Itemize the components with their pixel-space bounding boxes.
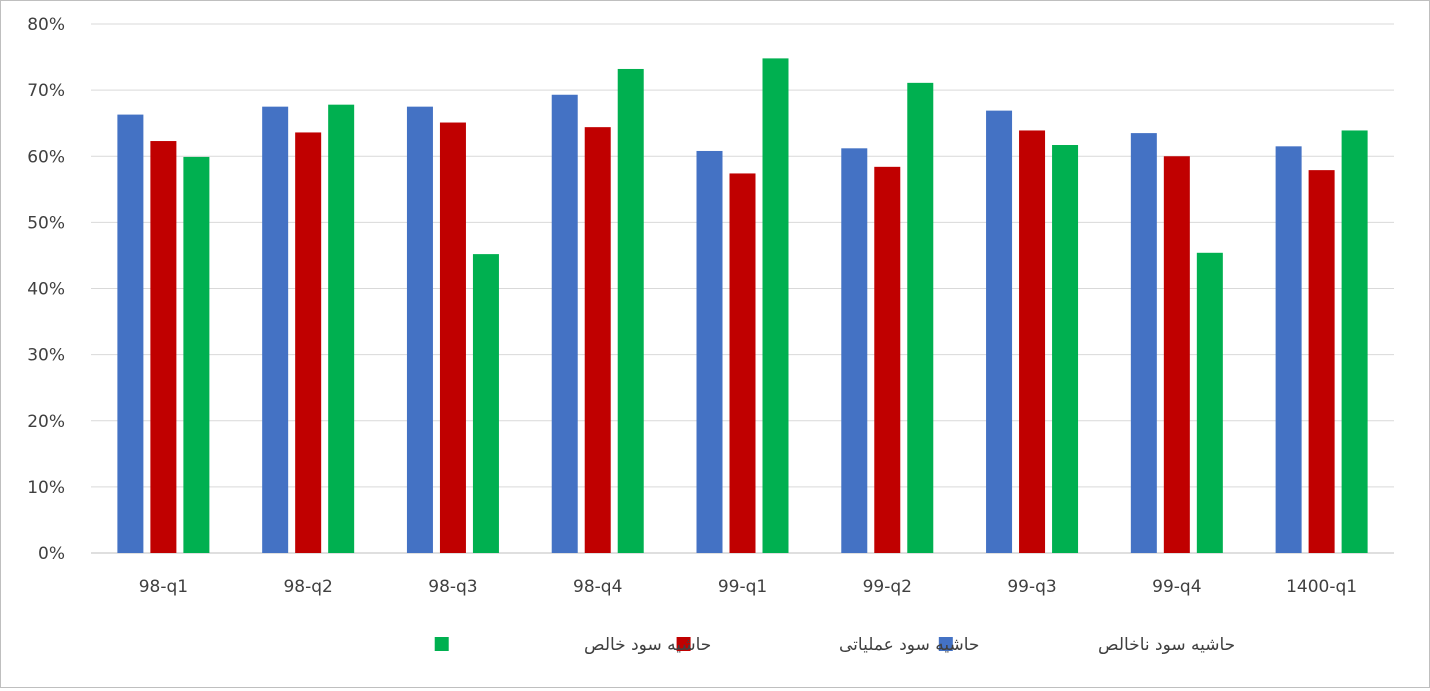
legend-label: حاشیه سود عملیاتی [839,635,979,655]
bar-98-q4-series-1 [551,94,578,553]
bar-98-q2-series-2 [295,132,322,553]
x-category-label: 98-q3 [428,577,477,597]
bar-98-q4-series-3 [617,68,644,553]
bar-1400-q1-series-2 [1308,170,1335,554]
bar-98-q4-series-2 [584,127,611,553]
bar-98-q3-series-1 [406,106,433,553]
bar-98-q3-series-3 [472,254,499,554]
bar-99-q2-series-3 [907,82,934,553]
bar-99-q1-series-1 [696,150,723,553]
x-category-label: 99-q2 [863,577,912,597]
bar-99-q4-series-3 [1196,252,1223,554]
bar-98-q3-series-2 [439,122,466,554]
y-tick-label: 20% [27,412,65,432]
y-tick-label: 50% [27,213,65,233]
y-tick-label: 40% [27,280,65,300]
x-category-label: 98-q4 [573,577,622,597]
x-category-label: 1400-q1 [1286,577,1357,597]
y-tick-label: 80% [27,15,65,35]
bar-99-q2-series-1 [841,148,868,553]
x-category-label: 98-q2 [283,577,332,597]
bar-99-q4-series-1 [1130,133,1157,553]
bar-99-q3-series-1 [986,110,1013,553]
bar-98-q2-series-1 [262,106,289,553]
legend-label: حاشیه سود خالص [584,635,711,655]
x-category-label: 99-q4 [1152,577,1201,597]
bar-1400-q1-series-3 [1341,130,1368,553]
x-category-label: 99-q1 [718,577,767,597]
bar-1400-q1-series-1 [1275,146,1302,554]
legend-swatch [434,637,449,651]
x-category-label: 98-q1 [139,577,188,597]
bar-99-q3-series-3 [1052,145,1079,554]
bar-99-q3-series-2 [1019,130,1046,553]
bar-98-q1-series-3 [183,156,210,553]
x-axis-labels: 98-q1 98-q2 98-q3 98-q4 99-q1 99-q2 99-q3 99-q4… [139,577,1357,597]
y-tick-label: 70% [27,81,65,101]
legend-swatch [938,637,953,651]
bar-99-q2-series-2 [874,166,901,553]
bar-98-q1-series-1 [117,114,144,553]
legend-label: حاشیه سود ناخالص [1098,635,1235,655]
bars [117,58,1368,554]
legend-swatch [676,637,691,651]
bar-99-q1-series-3 [762,58,789,553]
legend-item: حاشیه سود خالص [434,635,711,655]
bar-99-q4-series-2 [1163,156,1190,553]
legend-item: حاشیه سود ناخالص [938,635,1235,655]
legend-item: حاشیه سود عملیاتی [676,635,979,655]
bar-98-q1-series-2 [150,141,177,553]
y-tick-label: 30% [27,346,65,366]
bar-99-q1-series-2 [729,173,756,553]
legend: حاشیه سود ناخالص حاشیه سود عملیاتی حاشیه س… [434,635,1235,655]
x-category-label: 99-q3 [1007,577,1056,597]
bar-98-q2-series-3 [328,104,355,554]
y-tick-label: 60% [27,147,65,167]
y-tick-label: 0% [38,544,65,564]
y-axis-ticks: 0% 10% 20% 30% 40% 50% 60% 70% 80% [27,15,65,564]
y-tick-label: 10% [27,478,65,498]
